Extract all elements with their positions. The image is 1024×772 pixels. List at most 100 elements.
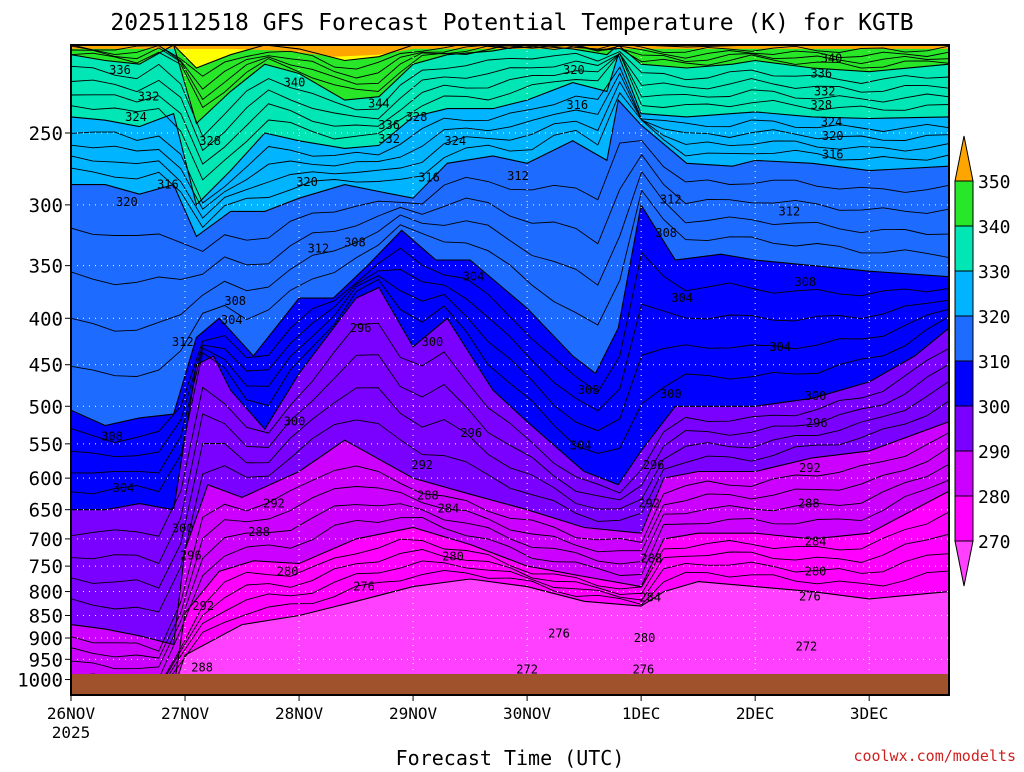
contour-label: 292	[192, 599, 214, 613]
contour-label: 316	[157, 178, 179, 192]
contour-line	[71, 153, 949, 286]
colorbar-extend-low	[954, 540, 974, 587]
credit-text: coolwx.com/modelts	[853, 747, 1016, 765]
contour-line	[71, 400, 949, 613]
contour-label: 312	[779, 204, 801, 218]
contour-label: 328	[406, 110, 428, 124]
contour-line	[71, 247, 949, 443]
y-tick-label: 1000	[17, 670, 63, 692]
y-tick-label: 400	[29, 308, 63, 330]
colorbar-swatch	[954, 495, 974, 542]
contour-line	[71, 45, 949, 125]
contour-label: 272	[516, 663, 538, 677]
contour-line	[71, 275, 949, 474]
contour-line	[71, 52, 949, 165]
contour-label: 332	[814, 84, 836, 98]
y-tick-label: 650	[29, 500, 63, 522]
colorbar-label: 290	[978, 442, 1011, 463]
contour-label: 308	[655, 226, 677, 240]
contour-label: 288	[417, 488, 439, 502]
contour-label: 280	[805, 564, 827, 578]
contour-line	[71, 569, 949, 693]
contour-line	[71, 322, 949, 537]
colorbar-swatch	[954, 360, 974, 407]
y-axis: 2503003504004505005506006507007508008509…	[17, 123, 71, 692]
contour-label: 328	[810, 98, 832, 112]
contour-label: 328	[199, 134, 221, 148]
x-tick-label: 27NOV	[161, 704, 210, 723]
colorbar-swatch	[954, 450, 974, 497]
contour-label: 288	[248, 525, 270, 539]
contour-label: 288	[798, 497, 820, 511]
y-tick-label: 350	[29, 256, 63, 278]
x-tick-label: 28NOV	[275, 704, 324, 723]
y-tick-label: 500	[29, 396, 63, 418]
contour-line	[71, 80, 949, 219]
contour-label: 276	[353, 580, 375, 594]
x-tick-label: 26NOV	[47, 704, 96, 723]
contour-line	[71, 479, 949, 682]
contour-label: 300	[660, 387, 682, 401]
contour-line	[71, 170, 949, 332]
y-tick-label: 950	[29, 649, 63, 671]
contour-label: 304	[113, 481, 135, 495]
y-tick-label: 250	[29, 123, 63, 145]
contour-label: 304	[463, 270, 485, 284]
plot-frame	[70, 44, 950, 696]
contour-label: 296	[806, 416, 828, 430]
contour-label: 300	[284, 415, 306, 429]
contour-label: 288	[641, 552, 663, 566]
colorbar-label: 280	[978, 487, 1011, 508]
contour-label: 336	[810, 67, 832, 81]
colorbar-extend-high	[954, 135, 974, 182]
x-tick-label: 30NOV	[503, 704, 552, 723]
colorbar-swatch	[954, 225, 974, 272]
contour-line	[71, 53, 949, 152]
y-tick-label: 750	[29, 556, 63, 578]
contour-line	[71, 45, 949, 77]
colorbar-swatch	[954, 405, 974, 452]
contour-label: 316	[566, 98, 588, 112]
contour-line	[71, 189, 949, 377]
contour-label: 324	[444, 134, 466, 148]
contour-label: 284	[438, 501, 460, 515]
contour-label: 312	[308, 241, 330, 255]
y-tick-label: 300	[29, 195, 63, 217]
colorbar-swatch	[954, 315, 974, 362]
y-tick-label: 550	[29, 434, 63, 456]
contour-label: 320	[822, 129, 844, 143]
contour-label: 296	[350, 321, 372, 335]
y-tick-label: 900	[29, 628, 63, 650]
contour-label: 344	[368, 97, 390, 111]
contour-line	[71, 533, 949, 693]
contour-line	[71, 45, 949, 109]
contour-line	[71, 578, 949, 690]
x-axis-label: Forecast Time (UTC)	[396, 746, 625, 768]
contour-line	[71, 91, 949, 229]
chart-title: 2025112518 GFS Forecast Potential Temper…	[110, 10, 913, 36]
contour-label: 280	[442, 550, 464, 564]
contour-label: 276	[799, 589, 821, 603]
contour-label: 284	[639, 590, 661, 604]
contour-line	[71, 354, 949, 564]
contour-label: 308	[101, 430, 123, 444]
contour-line	[71, 553, 949, 693]
contour-label: 312	[507, 169, 529, 183]
contour-label: 312	[172, 335, 194, 349]
colorbar-swatch	[954, 180, 974, 227]
contour-label: 308	[578, 383, 600, 397]
x-tick-label: 1DEC	[622, 704, 661, 723]
y-tick-label: 450	[29, 355, 63, 377]
contour-label: 296	[460, 426, 482, 440]
contour-labels: 3363323243283403443363323283243203163403…	[101, 52, 843, 677]
contour-line	[71, 203, 949, 427]
y-tick-label: 600	[29, 468, 63, 490]
contour-label: 304	[570, 438, 592, 452]
contour-line	[71, 511, 949, 693]
contour-label: 332	[378, 132, 400, 146]
contour-label: 308	[794, 275, 816, 289]
contour-label: 340	[284, 76, 306, 90]
contour-line	[71, 278, 949, 495]
contour-label: 292	[263, 497, 285, 511]
